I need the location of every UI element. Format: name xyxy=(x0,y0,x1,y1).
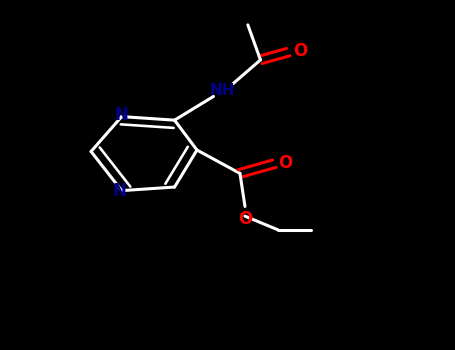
Text: N: N xyxy=(115,106,129,125)
Text: NH: NH xyxy=(210,84,235,98)
Text: O: O xyxy=(293,42,308,60)
Text: O: O xyxy=(238,210,252,228)
Text: O: O xyxy=(278,154,293,172)
Text: N: N xyxy=(112,182,126,201)
